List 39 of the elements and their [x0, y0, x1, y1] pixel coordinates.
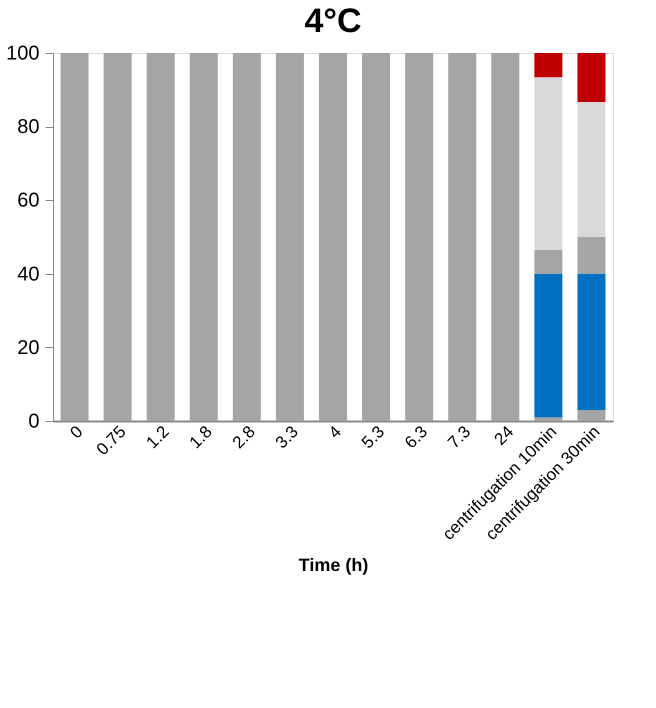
bar — [577, 102, 606, 237]
x-tick-label: 2.8 — [228, 422, 259, 452]
x-axis-title: Time (h) — [298, 555, 368, 576]
x-tick-label: 0 — [66, 422, 87, 442]
x-tick-label: 1.8 — [186, 422, 216, 452]
bar — [448, 53, 476, 421]
y-tick-label: 100 — [6, 42, 40, 64]
y-tick-label: 80 — [17, 116, 40, 138]
bar — [534, 250, 562, 274]
bar — [577, 274, 606, 410]
bar — [577, 53, 606, 102]
bar — [534, 417, 562, 421]
x-tick-label: 6.3 — [401, 422, 432, 452]
bar — [190, 53, 218, 421]
x-tick-label: 4 — [324, 422, 346, 442]
x-tick-label: 0.75 — [92, 422, 130, 459]
bar — [534, 53, 562, 78]
bar — [232, 53, 261, 421]
x-tick-label: 5.3 — [358, 422, 388, 452]
bar — [577, 237, 606, 274]
bar — [319, 53, 347, 421]
bar — [104, 53, 132, 421]
x-tick-label: 1.2 — [142, 422, 173, 452]
bar — [577, 410, 606, 421]
bar — [362, 53, 390, 421]
bar — [405, 53, 434, 421]
bar — [534, 77, 562, 250]
chart-title: 4°C — [304, 2, 362, 40]
y-tick-label: 40 — [17, 263, 40, 286]
y-tick-label: 20 — [17, 336, 40, 359]
x-tick-label: 24 — [490, 422, 518, 449]
y-tick-label: 60 — [17, 190, 40, 212]
bar — [146, 53, 175, 421]
bar — [491, 53, 520, 421]
bar — [534, 274, 562, 418]
x-tick-label: 7.3 — [444, 422, 474, 452]
x-tick-label: 3.3 — [272, 422, 302, 452]
bar — [276, 53, 304, 421]
bar — [60, 53, 89, 421]
